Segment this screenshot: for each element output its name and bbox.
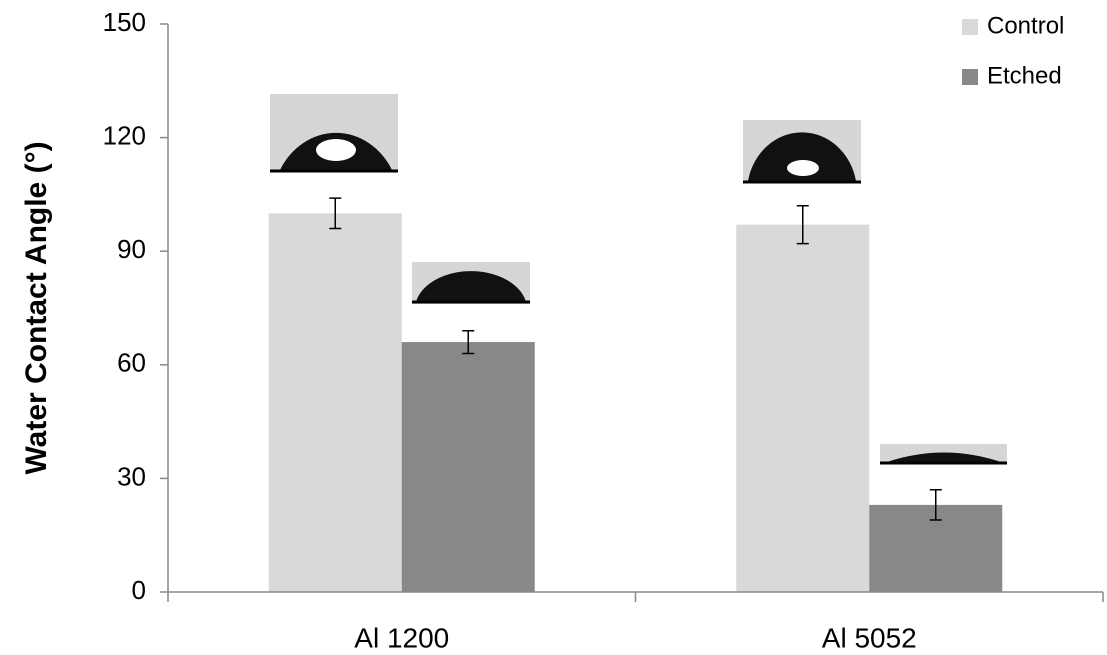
bar [269, 213, 402, 592]
x-tick-label: Al 5052 [822, 622, 917, 653]
bar [736, 225, 869, 592]
x-tick-label: Al 1200 [354, 622, 449, 653]
droplet-highlight [316, 139, 356, 161]
bar [402, 342, 535, 592]
y-tick-label: 60 [117, 348, 146, 378]
legend-swatch [962, 69, 978, 85]
y-tick-label: 120 [103, 120, 146, 150]
y-tick-label: 90 [117, 234, 146, 264]
legend-label: Etched [987, 62, 1062, 89]
droplet-highlight [787, 160, 819, 176]
chart: Water Contact Angle (°) 0 30 60 90 120 150 Al … [0, 0, 1107, 655]
y-tick-label: 0 [132, 575, 146, 605]
y-axis-title: Water Contact Angle (°) [20, 141, 53, 474]
legend-swatch [962, 19, 978, 35]
y-tick-label: 30 [117, 461, 146, 491]
y-tick-label: 150 [103, 7, 146, 37]
legend-label: Control [987, 12, 1064, 39]
